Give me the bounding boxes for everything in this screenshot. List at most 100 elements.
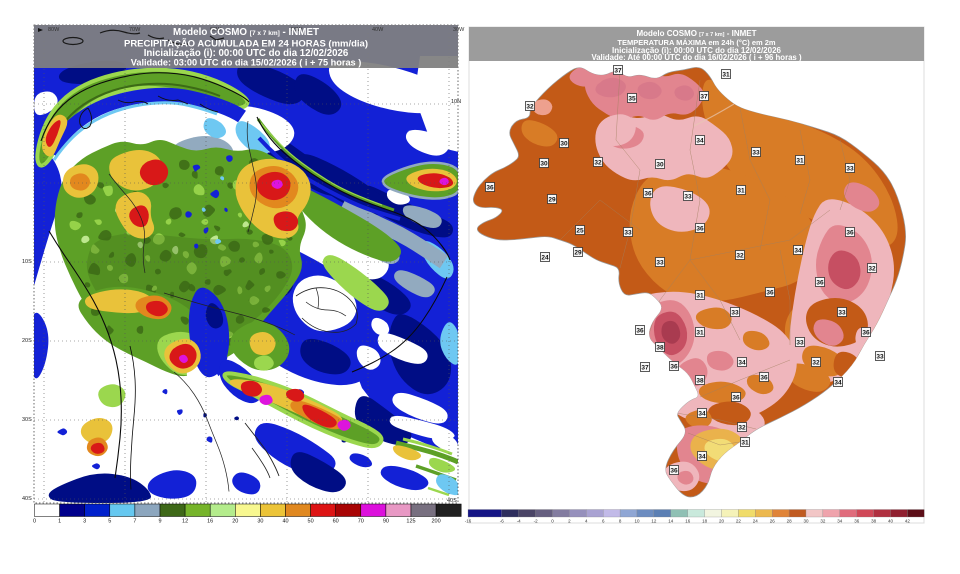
svg-text:32: 32 bbox=[526, 104, 534, 111]
svg-text:20: 20 bbox=[232, 519, 238, 525]
svg-text:31: 31 bbox=[737, 188, 745, 195]
svg-text:3: 3 bbox=[83, 519, 86, 525]
svg-text:36: 36 bbox=[816, 280, 824, 287]
svg-text:32: 32 bbox=[812, 360, 820, 367]
svg-text:28: 28 bbox=[787, 519, 793, 524]
svg-text:34: 34 bbox=[834, 380, 842, 387]
svg-text:31: 31 bbox=[696, 293, 704, 300]
svg-text:40: 40 bbox=[888, 519, 894, 524]
svg-text:34: 34 bbox=[837, 519, 843, 524]
svg-text:40: 40 bbox=[282, 519, 288, 525]
svg-text:33: 33 bbox=[876, 354, 884, 361]
svg-text:70: 70 bbox=[358, 519, 364, 525]
svg-text:36: 36 bbox=[766, 290, 774, 297]
svg-text:33: 33 bbox=[846, 166, 854, 173]
svg-text:50W: 50W bbox=[291, 27, 303, 33]
svg-text:34: 34 bbox=[696, 138, 704, 145]
svg-text:38: 38 bbox=[871, 519, 877, 524]
svg-text:Modelo COSMO [7 x 7 km] - INME: Modelo COSMO [7 x 7 km] - INMET bbox=[636, 29, 756, 38]
svg-text:26: 26 bbox=[770, 519, 776, 524]
svg-text:34: 34 bbox=[738, 360, 746, 367]
svg-text:Validade: 03:00 UTC do dia 15/: Validade: 03:00 UTC do dia 15/02/2026 ( … bbox=[131, 58, 362, 68]
svg-text:0: 0 bbox=[551, 519, 554, 524]
svg-text:36: 36 bbox=[644, 191, 652, 198]
svg-text:36: 36 bbox=[670, 364, 678, 371]
svg-text:38: 38 bbox=[696, 378, 704, 385]
svg-text:30S: 30S bbox=[22, 417, 32, 423]
svg-text:12: 12 bbox=[182, 519, 188, 525]
svg-text:8: 8 bbox=[619, 519, 622, 524]
svg-text:34: 34 bbox=[698, 454, 706, 461]
svg-text:33: 33 bbox=[796, 340, 804, 347]
svg-text:30: 30 bbox=[656, 162, 664, 169]
svg-text:2: 2 bbox=[568, 519, 571, 524]
svg-text:-4: -4 bbox=[517, 519, 521, 524]
svg-text:37: 37 bbox=[700, 94, 708, 101]
svg-text:24: 24 bbox=[753, 519, 759, 524]
svg-text:36: 36 bbox=[696, 226, 704, 233]
svg-text:0: 0 bbox=[33, 519, 36, 525]
svg-text:Modelo COSMO [7 x 7 km] - INME: Modelo COSMO [7 x 7 km] - INMET bbox=[173, 27, 319, 38]
svg-text:30W: 30W bbox=[453, 27, 465, 33]
svg-text:29: 29 bbox=[574, 250, 582, 257]
svg-text:42: 42 bbox=[905, 519, 911, 524]
svg-text:18: 18 bbox=[702, 519, 708, 524]
svg-text:TEMPERATURA MÁXIMA em 24h (°C): TEMPERATURA MÁXIMA em 24h (°C) em 2m bbox=[617, 38, 775, 47]
svg-text:-2: -2 bbox=[534, 519, 538, 524]
svg-text:30: 30 bbox=[257, 519, 263, 525]
svg-text:36: 36 bbox=[636, 328, 644, 335]
svg-text:36: 36 bbox=[760, 375, 768, 382]
svg-text:20: 20 bbox=[719, 519, 725, 524]
svg-text:10: 10 bbox=[634, 519, 640, 524]
svg-text:29: 29 bbox=[548, 197, 556, 204]
svg-text:33: 33 bbox=[684, 194, 692, 201]
svg-text:30: 30 bbox=[560, 141, 568, 148]
svg-text:22: 22 bbox=[736, 519, 742, 524]
svg-text:50: 50 bbox=[308, 519, 314, 525]
svg-text:31: 31 bbox=[722, 72, 730, 79]
svg-text:34: 34 bbox=[794, 248, 802, 255]
svg-text:5: 5 bbox=[108, 519, 111, 525]
svg-text:Validade: Até 00:00 UTC do dia: Validade: Até 00:00 UTC do dia 16/02/202… bbox=[591, 53, 802, 62]
svg-text:34: 34 bbox=[698, 411, 706, 418]
svg-text:40S: 40S bbox=[22, 496, 32, 502]
svg-text:90: 90 bbox=[383, 519, 389, 525]
svg-text:32: 32 bbox=[736, 253, 744, 260]
svg-text:20S: 20S bbox=[22, 338, 32, 344]
svg-text:33: 33 bbox=[731, 310, 739, 317]
svg-text:33: 33 bbox=[624, 230, 632, 237]
svg-text:36: 36 bbox=[670, 468, 678, 475]
svg-text:10N: 10N bbox=[451, 99, 461, 105]
svg-text:200: 200 bbox=[432, 519, 441, 525]
svg-text:Inicialização (i): 00:00 UTC d: Inicialização (i): 00:00 UTC do dia 12/0… bbox=[612, 46, 782, 55]
svg-text:31: 31 bbox=[796, 158, 804, 165]
svg-text:PRECIPITAÇÃO ACUMULADA EM 24 H: PRECIPITAÇÃO ACUMULADA EM 24 HORAS (mm/d… bbox=[124, 39, 368, 50]
svg-text:24: 24 bbox=[541, 255, 549, 262]
svg-text:6: 6 bbox=[602, 519, 605, 524]
svg-text:-6: -6 bbox=[500, 519, 504, 524]
svg-text:32: 32 bbox=[738, 425, 746, 432]
svg-text:32: 32 bbox=[868, 266, 876, 273]
svg-text:30: 30 bbox=[803, 519, 809, 524]
svg-text:32: 32 bbox=[594, 160, 602, 167]
svg-text:35: 35 bbox=[628, 96, 636, 103]
svg-text:30: 30 bbox=[540, 161, 548, 168]
svg-text:36: 36 bbox=[862, 330, 870, 337]
svg-text:80W: 80W bbox=[48, 27, 60, 33]
svg-text:60W: 60W bbox=[210, 27, 222, 33]
svg-text:33: 33 bbox=[838, 310, 846, 317]
svg-text:14: 14 bbox=[668, 519, 674, 524]
svg-text:1: 1 bbox=[58, 519, 61, 525]
svg-text:40S: 40S bbox=[447, 498, 457, 504]
svg-text:25: 25 bbox=[576, 228, 584, 235]
svg-text:36: 36 bbox=[854, 519, 860, 524]
svg-text:16: 16 bbox=[207, 519, 213, 525]
svg-text:37: 37 bbox=[641, 365, 649, 372]
svg-text:Inicialização (i): 00:00 UTC d: Inicialização (i): 00:00 UTC do dia 12/0… bbox=[144, 48, 349, 59]
svg-text:12: 12 bbox=[651, 519, 657, 524]
svg-text:31: 31 bbox=[696, 330, 704, 337]
svg-text:32: 32 bbox=[820, 519, 826, 524]
svg-text:38: 38 bbox=[656, 345, 664, 352]
svg-text:10S: 10S bbox=[22, 259, 32, 265]
svg-text:16: 16 bbox=[685, 519, 691, 524]
